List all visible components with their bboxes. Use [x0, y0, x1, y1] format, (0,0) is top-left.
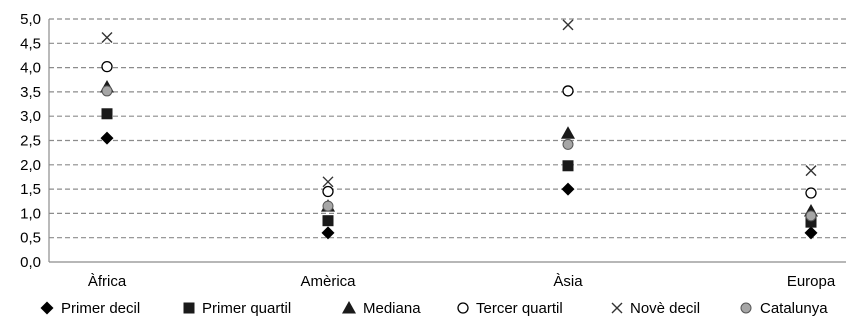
data-point — [101, 31, 113, 43]
series-tercer-quartil — [101, 60, 817, 199]
data-point — [561, 126, 575, 139]
grid-lines — [49, 18, 846, 239]
series-primer-decil — [100, 131, 818, 240]
series-novè-decil — [101, 19, 817, 188]
axes — [48, 19, 846, 263]
y-tick-label: 3,0 — [20, 108, 41, 125]
x-category-labels: Àfrica Amèrica Àsia Europa — [88, 273, 836, 290]
legend-item: Tercer quartil — [457, 300, 563, 317]
y-tick-label: 1,5 — [20, 181, 41, 198]
legend-marker — [611, 302, 623, 314]
data-points — [100, 19, 818, 240]
data-point — [804, 226, 818, 240]
legend-label: Tercer quartil — [476, 300, 563, 317]
data-point — [101, 108, 113, 120]
legend-label: Primer quartil — [202, 300, 291, 317]
data-point — [322, 215, 334, 227]
data-point — [101, 60, 113, 73]
legend-label: Mediana — [363, 300, 421, 317]
x-category-label: Àsia — [553, 273, 583, 290]
legend-item: Primer decil — [40, 300, 140, 317]
data-point — [562, 85, 574, 97]
y-tick-label: 1,0 — [20, 205, 41, 222]
data-point — [101, 85, 113, 97]
data-point — [562, 138, 574, 150]
legend-marker — [183, 302, 195, 314]
data-point — [805, 216, 817, 228]
y-tick-label: 4,5 — [20, 35, 41, 52]
legend-marker — [342, 301, 356, 314]
x-category-label: Europa — [787, 273, 836, 290]
legend-label: Catalunya — [760, 300, 828, 317]
data-point — [805, 210, 817, 222]
y-tick-label: 3,5 — [20, 84, 41, 101]
legend-label: Primer decil — [61, 300, 140, 317]
series-catalunya — [101, 85, 817, 222]
data-point — [562, 19, 574, 31]
y-tick-labels: 0,0 0,5 1,0 1,5 2,0 2,5 3,0 3,5 4,0 4,5 5,0 — [20, 11, 41, 271]
legend-item: Novè decil — [611, 300, 700, 317]
data-point — [322, 200, 334, 212]
y-tick-label: 5,0 — [20, 11, 41, 28]
legend-item: Mediana — [342, 300, 421, 317]
series-mediana — [100, 80, 818, 217]
data-point — [562, 160, 574, 172]
data-point — [805, 187, 817, 199]
legend-marker — [457, 302, 469, 314]
y-tick-label: 0,5 — [20, 230, 41, 247]
y-tick-label: 2,5 — [20, 133, 41, 150]
legend-marker — [740, 302, 752, 314]
legend-item: Catalunya — [740, 300, 828, 317]
data-point — [561, 182, 575, 196]
y-tick-label: 0,0 — [20, 254, 41, 271]
y-tick-label: 2,0 — [20, 157, 41, 174]
y-tick-label: 4,0 — [20, 60, 41, 77]
data-point — [100, 131, 114, 145]
legend-label: Novè decil — [630, 300, 700, 317]
data-point — [322, 176, 334, 188]
legend: Primer decil Primer quartil Mediana Tercer … — [40, 300, 828, 317]
series-primer-quartil — [101, 108, 817, 228]
legend-marker — [40, 301, 54, 315]
data-point — [805, 165, 817, 177]
legend-item: Primer quartil — [183, 300, 291, 317]
x-category-label: Amèrica — [300, 273, 356, 290]
data-point — [322, 185, 334, 198]
data-point — [321, 226, 335, 240]
x-category-label: Àfrica — [88, 273, 127, 290]
